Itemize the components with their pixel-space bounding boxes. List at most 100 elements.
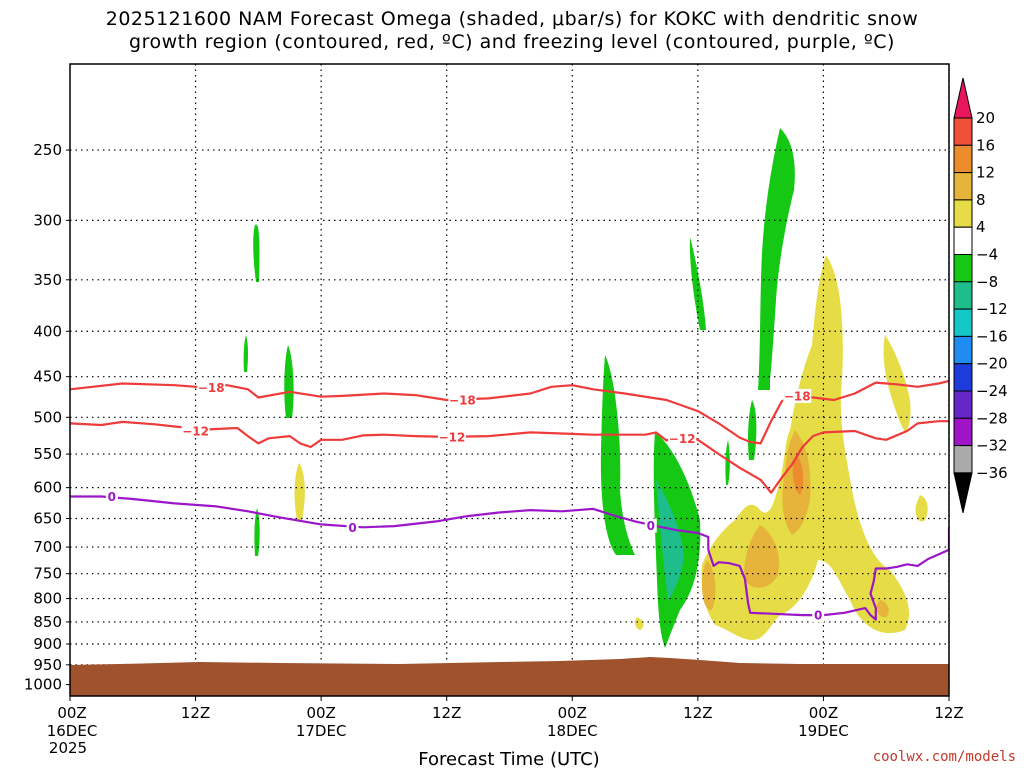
colorbar-swatch (953, 226, 973, 255)
x-tick-label: 12Z (683, 704, 712, 722)
contour-label: −12 (669, 432, 696, 446)
colorbar-label: −20 (976, 355, 1008, 373)
x-tick-label: 00Z (57, 704, 86, 722)
y-tick-label: 850 (33, 613, 62, 631)
colorbar-swatch (953, 117, 973, 146)
ground-terrain (70, 657, 949, 696)
x-tick-label: 12Z (432, 704, 461, 722)
contour-label: 0 (108, 490, 116, 504)
omega-shading (243, 128, 928, 648)
contour-label: −18 (449, 393, 476, 407)
x-tick-label: 12Z (181, 704, 210, 722)
credit-text: coolwx.com/models (873, 749, 1016, 765)
contour-label-background (197, 380, 226, 395)
x-tick-label: 12Z (934, 704, 963, 722)
chart-title: 2025121600 NAM Forecast Omega (shaded, μ… (0, 8, 1024, 54)
colorbar-swatch (953, 254, 973, 283)
contour-label-background (644, 518, 657, 533)
y-tick-label: 1000 (24, 676, 62, 694)
colorbar-swatch (953, 445, 973, 474)
omega-region (254, 508, 260, 556)
y-tick-label: 300 (33, 211, 62, 229)
contour-label: −12 (439, 430, 466, 444)
omega-region (744, 525, 780, 588)
colorbar-label: −8 (976, 273, 998, 291)
omega-region (600, 355, 635, 555)
y-tick-label: 550 (33, 445, 62, 463)
omega-region (243, 335, 248, 372)
contour-label-background (448, 392, 477, 407)
omega-region (758, 128, 795, 390)
colorbar-label: −32 (976, 437, 1008, 455)
omega-region (635, 617, 644, 630)
contour-label-background (346, 520, 359, 535)
colorbar-label: −16 (976, 327, 1008, 345)
colorbar-label: 20 (976, 109, 995, 127)
x-tick-date-label: 16DEC (47, 722, 98, 740)
x-tick-label: 00Z (809, 704, 838, 722)
contour-label-background (668, 431, 697, 446)
y-tick-label: 450 (33, 368, 62, 386)
colorbar-label: 4 (976, 218, 986, 236)
colorbar-label: −24 (976, 382, 1008, 400)
contour-labels: −18 −18 −18 −12 −12 −12 0 0 0 0 (105, 380, 825, 623)
omega-region (876, 600, 889, 618)
contour-label: −18 (784, 389, 811, 403)
colorbar-label: 8 (976, 191, 986, 209)
y-tick-label: 600 (33, 479, 62, 497)
omega-region (792, 455, 804, 495)
plot-frame (69, 63, 950, 697)
contour-label: 0 (814, 609, 822, 623)
colorbar: 20 16 12 8 4 −4 −8 −12 −16 −20 −24 −28 −32 −36 (953, 77, 1008, 514)
colorbar-label: −36 (976, 464, 1008, 482)
y-tick-label: 400 (33, 322, 62, 340)
contour-label-background (105, 489, 118, 504)
x-tick-date-label: 19DEC (798, 722, 849, 740)
contour-label: −18 (198, 381, 225, 395)
y-tick-label: 250 (33, 141, 62, 159)
contour-label: 0 (647, 519, 655, 533)
omega-region (294, 463, 305, 520)
y-tick-label: 350 (33, 271, 62, 289)
colorbar-swatch (953, 281, 973, 310)
x-tick-label: 00Z (306, 704, 335, 722)
omega-region (701, 255, 910, 640)
contour-label-background (812, 608, 825, 623)
omega-region (656, 480, 684, 600)
x-tick-date-label: 17DEC (296, 722, 347, 740)
omega-region (689, 237, 706, 330)
y-tick-label: 700 (33, 538, 62, 556)
colorbar-top-arrow (953, 77, 973, 119)
contour-label-background (181, 423, 210, 438)
contour-label-background (783, 388, 812, 403)
omega-region (748, 400, 757, 460)
omega-region (702, 560, 716, 611)
y-tick-label: 950 (33, 656, 62, 674)
y-tick-label: 650 (33, 509, 62, 527)
y-tick-label: 800 (33, 590, 62, 608)
chart-title-line-1: 2025121600 NAM Forecast Omega (shaded, μ… (105, 8, 919, 30)
colorbar-swatch (953, 144, 973, 174)
contour-label: −12 (182, 424, 209, 438)
y-tick-label: 750 (33, 565, 62, 583)
colorbar-swatch (953, 172, 973, 201)
colorbar-label: 16 (976, 136, 995, 154)
contour-label-background (437, 429, 466, 444)
isotherm-contour (70, 420, 949, 494)
x-tick-date-label: 18DEC (547, 722, 598, 740)
x-tick-label: 00Z (558, 704, 587, 722)
isotherm-contour (70, 379, 949, 445)
colorbar-bottom-arrow (953, 472, 973, 514)
y-tick-label: 900 (33, 635, 62, 653)
y-tick-label: 500 (33, 408, 62, 426)
x-axis-title: Forecast Time (UTC) (418, 749, 599, 768)
colorbar-swatch (953, 199, 973, 228)
colorbar-label: −28 (976, 409, 1008, 427)
omega-region (725, 440, 730, 485)
contour-label: 0 (348, 521, 356, 535)
colorbar-swatch (953, 363, 973, 392)
colorbar-swatch (953, 335, 973, 365)
omega-region (253, 224, 260, 282)
